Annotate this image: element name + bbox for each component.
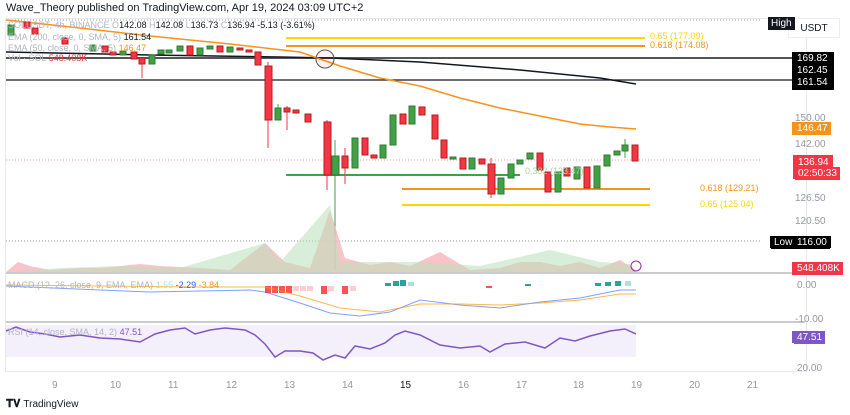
low-value: 136.73	[190, 20, 219, 30]
ema200-legend[interactable]: EMA (200, close, 0, SMA, 5) 161.54	[8, 32, 151, 42]
time-label: 19	[631, 380, 643, 391]
macd-label-neg10: -10.00	[795, 314, 824, 325]
price-label-150: 150.00	[795, 113, 826, 124]
time-label: 12	[226, 380, 238, 391]
fib-lower-065-label: 0.65 (125.04)	[700, 199, 754, 209]
high-label: H	[149, 20, 156, 30]
low-tag: 116.00	[794, 236, 830, 249]
low-tag-label: Low	[771, 236, 796, 249]
time-label: 11	[168, 380, 179, 391]
macd-signal-value: -3.84	[198, 280, 220, 290]
resistance-tag-1: 169.82	[794, 52, 831, 65]
price-label-120: 120.50	[795, 216, 826, 227]
resistance-tag-3: 161.54	[794, 76, 831, 89]
open-label: O	[112, 20, 120, 30]
ema50-legend[interactable]: EMA (50, close, 0, SMA, 5) 146.47	[8, 43, 146, 53]
fib-upper-0618-label: 0.618 (174.08)	[650, 40, 709, 50]
macd-hist-value: 1.55	[155, 280, 174, 290]
currency-selector[interactable]: USDT	[788, 18, 840, 38]
close-value: 136.94	[227, 20, 255, 30]
change-value: -5.13 (-3.61%)	[257, 20, 315, 30]
brand-name: TradingView	[23, 399, 79, 410]
price-label-126: 126.50	[795, 193, 826, 204]
low-label: L	[185, 20, 191, 30]
time-label: 13	[284, 380, 296, 391]
ema200-value: 161.54	[123, 32, 152, 42]
price-label-142: 142.00	[795, 139, 826, 150]
rsi-value: 47.51	[119, 327, 143, 337]
symbol-label: SOLUSDT, 4h, BINANCE	[8, 20, 110, 30]
volume-value: 548.408K	[48, 53, 88, 63]
time-label: 18	[573, 380, 585, 391]
fib-mid-0382-label: 0.382 (133.47)	[525, 166, 584, 176]
time-label: 16	[458, 380, 470, 391]
time-label: 14	[342, 380, 354, 391]
rsi-legend[interactable]: RSI (14, close, SMA, 14, 2) 47.51	[8, 327, 142, 337]
symbol-legend[interactable]: SOLUSDT, 4h, BINANCE O142.08 H142.08 L13…	[8, 20, 315, 30]
ema50-tag: 146.47	[794, 122, 831, 135]
time-label: 15	[400, 380, 412, 391]
footer-brand[interactable]: 𝐓𝐕 TradingView	[6, 398, 78, 411]
time-label: 9	[52, 380, 58, 391]
macd-legend[interactable]: MACD (12, 26, close, 9, EMA, EMA) 1.55 -…	[8, 280, 219, 290]
publisher-line: Wave_Theory published on TradingView.com…	[6, 2, 364, 14]
time-label: 20	[689, 380, 701, 391]
tradingview-logo-icon: 𝐓𝐕	[6, 398, 21, 410]
rsi-label: RSI (14, close, SMA, 14, 2)	[8, 327, 118, 337]
macd-label: MACD (12, 26, close, 9, EMA, EMA)	[8, 280, 154, 290]
macd-label-0: 0.00	[797, 280, 817, 291]
volume-legend[interactable]: Vol · SOL 548.408K	[8, 53, 87, 63]
macd-value: -2.29	[175, 280, 197, 290]
resistance-tag-2: 162.45	[794, 64, 831, 77]
time-label: 10	[110, 380, 122, 391]
chart-frame[interactable]	[5, 18, 807, 372]
time-label: 17	[516, 380, 528, 391]
volume-tag: 548.408K	[794, 262, 843, 275]
close-label: C	[220, 20, 228, 30]
time-label: 21	[747, 380, 759, 391]
fib-upper-065-label: 0.65 (177.09)	[650, 31, 704, 41]
rsi-label-20: 20.00	[797, 363, 823, 374]
open-value: 142.08	[119, 20, 147, 30]
current-price-tag: 136.94	[795, 156, 832, 169]
ema50-value: 146.47	[118, 43, 147, 53]
bar-countdown-tag: 02:50:33	[795, 167, 840, 180]
ema50-label: EMA (50, close, 0, SMA, 5)	[8, 43, 117, 53]
rsi-tag: 47.51	[794, 331, 826, 344]
volume-label: Vol · SOL	[8, 53, 47, 63]
high-value: 142.08	[155, 20, 184, 30]
fib-lower-0618-label: 0.618 (129.21)	[700, 183, 759, 193]
ema200-label: EMA (200, close, 0, SMA, 5)	[8, 32, 122, 42]
high-tag-label: High	[768, 17, 795, 30]
